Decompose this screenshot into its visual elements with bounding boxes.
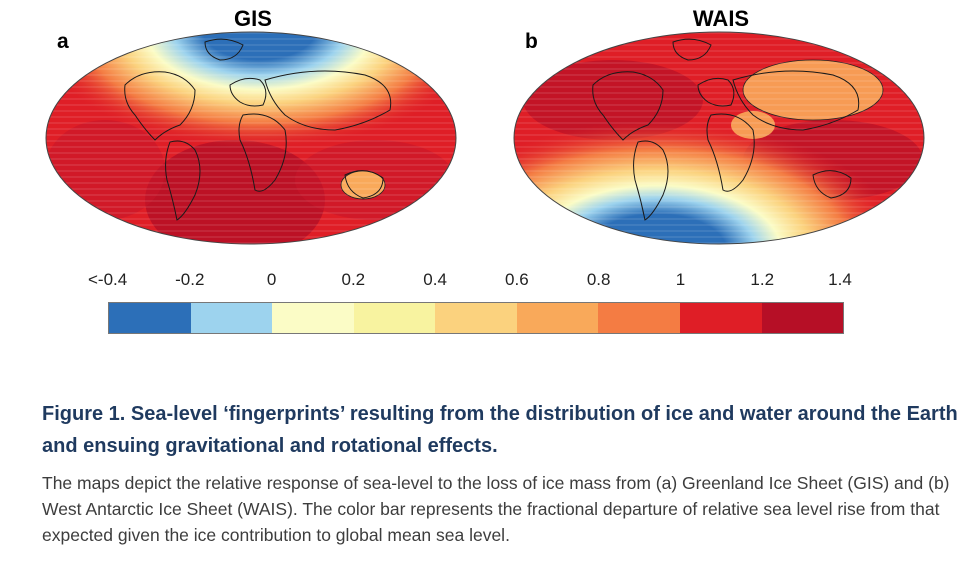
colorbar-ticks: <-0.4 -0.2 0 0.2 0.4 0.6 0.8 1 1.2 1.4 — [88, 270, 852, 294]
figure-caption-title: Figure 1. Sea-level ‘fingerprints’ resul… — [42, 403, 958, 457]
colorbar-segment — [761, 303, 844, 333]
colorbar-segment — [679, 303, 762, 333]
colorbar-tick-label: 0.4 — [423, 270, 447, 289]
wais-fingerprint-map — [513, 31, 925, 245]
colorbar-segment — [109, 303, 191, 333]
colorbar-tick-label: -0.2 — [175, 270, 205, 289]
colorbar-tick-label: <-0.4 — [88, 270, 128, 289]
colorbar-tick-label: 0.6 — [505, 270, 529, 289]
colorbar-tick-label: 1.4 — [828, 270, 852, 289]
colorbar-tick-label: 0 — [266, 270, 277, 289]
colorbar — [108, 302, 844, 334]
colorbar-tick-label: 1 — [675, 270, 686, 289]
panel-b-title: WAIS — [692, 6, 750, 31]
colorbar-segment — [353, 303, 436, 333]
colorbar-tick-label: 0.2 — [341, 270, 366, 289]
panel-a-title: GIS — [234, 6, 272, 31]
colorbar-segment — [435, 303, 517, 333]
colorbar-segment — [598, 303, 680, 333]
colorbar-segment — [272, 303, 354, 333]
figure-caption-body: The maps depict the relative response of… — [42, 473, 950, 545]
colorbar-tick-label: 0.8 — [586, 270, 611, 289]
panel-a-letter: a — [57, 30, 69, 53]
gis-fingerprint-map — [45, 31, 457, 245]
panel-b-letter: b — [525, 30, 538, 53]
colorbar-segment — [516, 303, 599, 333]
colorbar-tick-label: 1.2 — [750, 270, 775, 289]
colorbar-segment — [190, 303, 273, 333]
